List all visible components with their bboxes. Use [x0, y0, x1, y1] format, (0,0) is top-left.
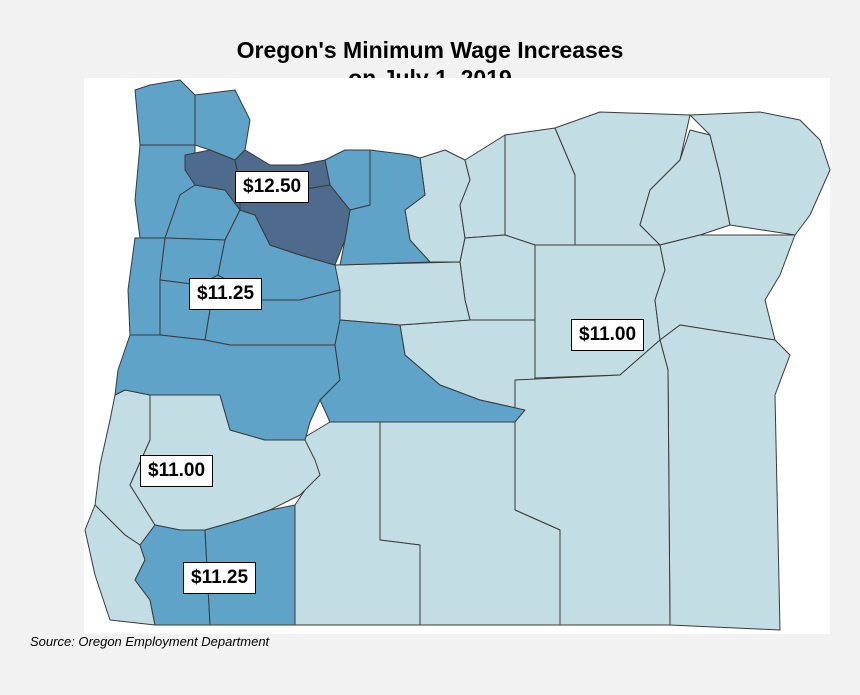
nonurban-southwest-counties: [84, 389, 321, 626]
wage-label-nonurban-southwest: $11.00: [140, 455, 214, 487]
map-title-line-1: Oregon's Minimum Wage Increases: [236, 37, 624, 63]
wage-label-standard-south: $11.25: [183, 562, 257, 594]
county-wasco: [339, 149, 431, 266]
county-wheeler: [459, 234, 536, 321]
county-baker: [654, 234, 796, 341]
wage-label-standard-north: $11.25: [189, 278, 263, 310]
county-lincoln: [127, 237, 166, 336]
nonurban-east-counties: [294, 111, 831, 631]
source-note: Source: Oregon Employment Department: [30, 634, 270, 649]
county-clatsop: [134, 79, 196, 146]
county-jefferson: [334, 261, 471, 326]
county-lane: [114, 334, 341, 441]
wage-label-nonurban-east: $11.00: [571, 319, 645, 351]
county-malheur: [659, 324, 791, 631]
county-columbia: [194, 89, 251, 161]
county-wallowa: [689, 111, 831, 236]
county-union: [639, 129, 731, 246]
county-deschutes: [319, 319, 526, 423]
county-josephine: [134, 524, 211, 626]
wage-label-portland-metro: $12.50: [235, 171, 310, 203]
standard-north-counties: [114, 79, 526, 441]
